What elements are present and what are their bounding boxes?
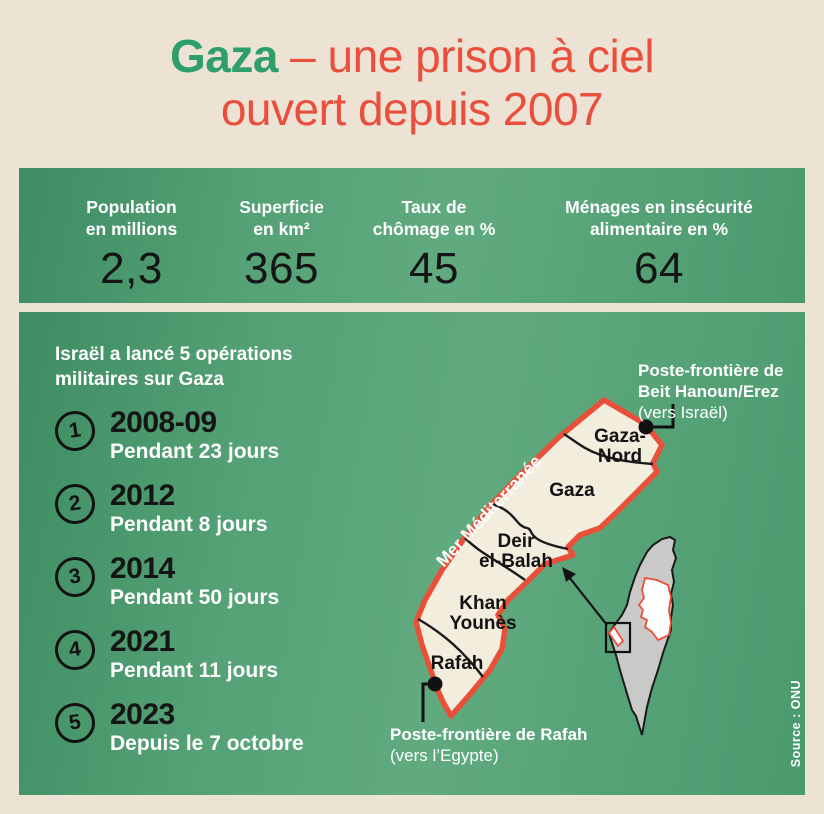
inset-highlight-box [604,621,632,654]
stat-chomage-value: 45 [409,244,459,293]
operations-heading: Israël a lancé 5 opérations militaires s… [55,344,293,390]
region-khan: Khan [459,593,507,614]
operation-2-year: 2012 [110,479,175,512]
inset-westbank-shape [637,576,672,642]
title-rest: – une prison à ciel [277,30,655,82]
operation-5-duration: Depuis le 7 octobre [110,732,304,755]
stat-insecurite-value: 64 [634,244,684,293]
operation-4-badge: 4 [52,627,98,673]
south-crossing-dot [427,676,443,692]
operation-item-1: 1 2008-09 Pendant 23 jours [52,406,280,465]
stat-population-value: 2,3 [100,244,163,293]
operation-item-3: 3 2014 Pendant 50 jours [52,552,280,611]
stat-chomage-label: Taux de chômage en % [372,197,496,239]
region-rafah: Rafah [431,653,484,674]
stat-superficie-label: Superficie en km² [239,197,324,239]
stat-insecurite-label: Ménages en insécurité alimentaire en % [565,197,753,239]
stat-superficie-value: 365 [244,244,319,293]
operation-1-badge: 1 [52,408,98,454]
north-crossing-label: Poste-frontière de Beit Hanoun/Erez (ver… [638,361,784,422]
north-crossing-connector [646,404,675,429]
stat-population: Population en millions 2,3 [39,196,224,292]
inset-gaza-sliver [607,625,625,648]
operation-3-duration: Pendant 50 jours [110,586,280,609]
boundary-gaza-nord [563,432,654,466]
operations-block: Israël a lancé 5 opérations militaires s… [55,342,355,392]
stat-population-label: Population en millions [85,197,178,239]
operation-1-year: 2008-09 [110,406,217,439]
stats-band: Population en millions 2,3 Superficie en… [19,168,805,303]
operation-5-badge: 5 [52,700,98,746]
operation-5-year: 2023 [110,698,175,731]
inset-arrow-shaft [568,576,608,626]
stat-superficie: Superficie en km² 365 [209,196,354,292]
boundary-khan-rafah [417,617,484,678]
boundary-gaza-deir [491,502,569,551]
region-deir-2: el-Balah [479,551,553,572]
title-line-1: Gaza – une prison à ciel [0,30,824,83]
operation-2-duration: Pendant 8 jours [110,513,268,536]
north-crossing-dot [638,419,654,435]
gaza-strip-shape [413,397,665,719]
operation-3-badge: 3 [52,554,98,600]
south-crossing-label: Poste-frontière de Rafah (vers l’Egypte) [390,725,588,765]
operation-4-year: 2021 [110,625,175,658]
region-gaza: Gaza [549,480,595,501]
operation-1-duration: Pendant 23 jours [110,440,280,463]
operation-item-5: 5 2023 Depuis le 7 octobre [52,698,304,757]
operation-3-year: 2014 [110,552,175,585]
region-gaza-nord: Gaza- [594,426,646,447]
boundary-deir-khan [464,537,526,581]
stat-insecurite: Ménages en insécurité alimentaire en % 6… [519,196,799,292]
region-gaza-nord-2: Nord [598,446,642,467]
region-deir: Deir [498,531,536,552]
inset-arrow-head [562,567,576,582]
main-panel: Gaza- Nord Gaza Deir el-Balah Khan Younè… [19,312,805,795]
operation-item-2: 2 2012 Pendant 8 jours [52,479,268,538]
title-line-2: ouvert depuis 2007 [220,83,604,135]
operation-item-4: 4 2021 Pendant 11 jours [52,625,279,684]
operation-2-badge: 2 [52,481,98,527]
region-khan-2: Younès [449,613,516,634]
source-label: Source : ONU [789,679,803,767]
title-highlight-gaza: Gaza [169,30,278,82]
page-title: Gaza – une prison à ciel ouvert depuis 2… [0,30,824,136]
operation-4-duration: Pendant 11 jours [110,659,279,682]
gaza-map: Gaza- Nord Gaza Deir el-Balah Khan Younè… [413,397,678,736]
stat-chomage: Taux de chômage en % 45 [349,196,519,292]
